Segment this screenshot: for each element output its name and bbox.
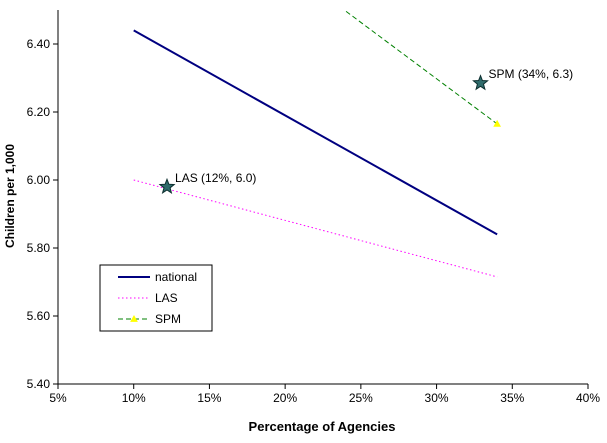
- series-line-spm: [343, 10, 498, 125]
- annotation-label: LAS (12%, 6.0): [175, 171, 256, 185]
- annotation-layer: LAS (12%, 6.0) SPM (34%, 6.3): [158, 67, 573, 195]
- x-tick-label: 10%: [122, 391, 146, 405]
- legend-label: national: [155, 270, 197, 284]
- y-tick-label: 6.20: [27, 105, 51, 119]
- x-axis-title: Percentage of Agencies: [249, 419, 396, 434]
- y-tick-label: 5.80: [27, 241, 51, 255]
- series-line-las: [133, 179, 498, 278]
- annotation-label: SPM (34%, 6.3): [488, 67, 573, 81]
- legend-marker-spm: [130, 314, 138, 322]
- y-axis-title: Children per 1,000: [3, 144, 17, 248]
- legend: national LAS SPM: [99, 264, 213, 332]
- y-tick-label: 5.60: [27, 309, 51, 323]
- x-tick-label: 35%: [500, 391, 524, 405]
- x-tick-label: 15%: [197, 391, 221, 405]
- y-tick-label: 6.00: [27, 173, 51, 187]
- x-tick-label: 5%: [49, 391, 67, 405]
- star-marker: [158, 177, 176, 195]
- x-tick-label: 25%: [349, 391, 373, 405]
- x-tick-label: 30%: [425, 391, 449, 405]
- legend-label: SPM: [155, 312, 181, 326]
- x-tick-label: 20%: [273, 391, 297, 405]
- y-tick-label: 6.40: [27, 37, 51, 51]
- legend-label: LAS: [155, 291, 178, 305]
- series-line-national: [133, 29, 498, 236]
- axes: 5% 10% 15% 20% 25% 30% 35% 40% 5.40 5.60 5.80 6.00 6…: [27, 10, 600, 405]
- series-layer: [133, 10, 501, 278]
- x-tick-label: 40%: [576, 391, 600, 405]
- series-marker-spm: [493, 119, 501, 127]
- star-marker: [472, 74, 489, 91]
- y-tick-label: 5.40: [27, 377, 51, 391]
